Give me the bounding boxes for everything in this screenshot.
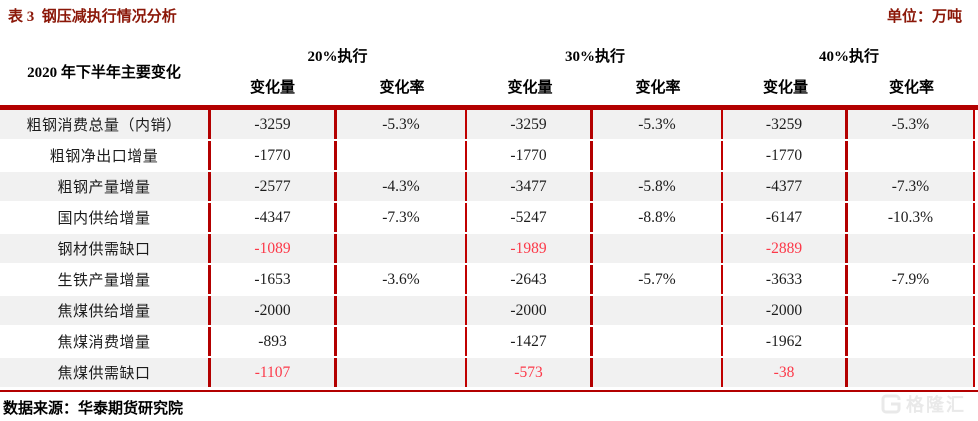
value-cell: -2000 bbox=[723, 296, 848, 325]
value-cell: -3259 bbox=[723, 110, 848, 139]
group-header-40: 40%执行 bbox=[819, 49, 880, 65]
value-cell: -3477 bbox=[467, 172, 593, 201]
value-cell: -1962 bbox=[723, 327, 848, 356]
row-label-cell: 国内供给增量 bbox=[0, 203, 208, 232]
row-label-cell: 粗钢产量增量 bbox=[0, 172, 208, 201]
group-header-30: 30%执行 bbox=[565, 49, 626, 65]
value-cell: -10.3% bbox=[848, 203, 975, 232]
table-row: 焦煤供需缺口 -1107 -573 -38 bbox=[0, 358, 975, 387]
value-cell bbox=[337, 141, 467, 170]
value-cell: -5.7% bbox=[593, 265, 723, 294]
value-cell: -5247 bbox=[467, 203, 593, 232]
value-cell: -1770 bbox=[208, 141, 337, 170]
value-cell bbox=[848, 234, 975, 263]
value-cell bbox=[848, 327, 975, 356]
value-cell: -3259 bbox=[467, 110, 593, 139]
table-row: 生铁产量增量 -1653 -3.6% -2643 -5.7% -3633 -7.9% bbox=[0, 265, 975, 294]
value-cell: -1653 bbox=[208, 265, 337, 294]
value-cell: -5.3% bbox=[848, 110, 975, 139]
data-table: 粗钢消费总量（内销） -3259 -5.3% -3259 -5.3% -3259 -5.3%… bbox=[0, 108, 975, 389]
value-cell bbox=[337, 296, 467, 325]
value-cell: -3.6% bbox=[337, 265, 467, 294]
subcol-amount-header: 变化量 bbox=[249, 80, 295, 96]
table-caption-bar: 表 3 钢压减执行情况分析 单位：万吨 bbox=[8, 5, 962, 26]
value-cell: -2000 bbox=[208, 296, 337, 325]
value-cell: -893 bbox=[208, 327, 337, 356]
table-row: 焦煤消费增量 -893 -1427 -1962 bbox=[0, 327, 975, 356]
group-header-20: 20%执行 bbox=[307, 49, 368, 65]
value-cell bbox=[337, 358, 467, 387]
value-cell: -2643 bbox=[467, 265, 593, 294]
row-label-cell: 粗钢净出口增量 bbox=[0, 141, 208, 170]
subcol-rate-header: 变化率 bbox=[379, 80, 425, 96]
table-row: 钢材供需缺口 -1089 -1989 -2889 bbox=[0, 234, 975, 263]
row-label-cell: 钢材供需缺口 bbox=[0, 234, 208, 263]
value-cell: -5.3% bbox=[593, 110, 723, 139]
subcol-amount-header: 变化量 bbox=[507, 80, 553, 96]
row-label-cell: 焦煤消费增量 bbox=[0, 327, 208, 356]
value-cell: -3633 bbox=[723, 265, 848, 294]
value-cell bbox=[848, 141, 975, 170]
value-cell: -7.3% bbox=[337, 203, 467, 232]
subcol-rate-header: 变化率 bbox=[889, 80, 935, 96]
value-cell: -5.3% bbox=[337, 110, 467, 139]
row-label-cell: 生铁产量增量 bbox=[0, 265, 208, 294]
value-cell: -1770 bbox=[723, 141, 848, 170]
value-cell: -8.8% bbox=[593, 203, 723, 232]
table-header: 2020 年下半年主要变化 20%执行 30%执行 40%执行 变化量 变化率 … bbox=[0, 40, 975, 102]
value-cell: -7.9% bbox=[848, 265, 975, 294]
value-cell: -4377 bbox=[723, 172, 848, 201]
value-cell bbox=[337, 327, 467, 356]
value-cell: -6147 bbox=[723, 203, 848, 232]
value-cell bbox=[337, 234, 467, 263]
row-label-cell: 粗钢消费总量（内销） bbox=[0, 110, 208, 139]
table-row: 焦煤供给增量 -2000 -2000 -2000 bbox=[0, 296, 975, 325]
value-cell: -5.8% bbox=[593, 172, 723, 201]
value-cell bbox=[593, 234, 723, 263]
subcol-amount-header: 变化量 bbox=[763, 80, 809, 96]
value-cell: -1107 bbox=[208, 358, 337, 387]
row-label-cell: 焦煤供需缺口 bbox=[0, 358, 208, 387]
value-cell bbox=[848, 296, 975, 325]
value-cell: -4.3% bbox=[337, 172, 467, 201]
value-cell bbox=[593, 358, 723, 387]
table-row: 国内供给增量 -4347 -7.3% -5247 -8.8% -6147 -10.3% bbox=[0, 203, 975, 232]
table-title: 表 3 钢压减执行情况分析 bbox=[8, 9, 177, 25]
value-cell: -2000 bbox=[467, 296, 593, 325]
table-bottom-rule bbox=[0, 390, 978, 392]
subcol-rate-header: 变化率 bbox=[635, 80, 681, 96]
value-cell: -38 bbox=[723, 358, 848, 387]
row-header-label: 2020 年下半年主要变化 bbox=[27, 64, 181, 81]
table-body: 粗钢消费总量（内销） -3259 -5.3% -3259 -5.3% -3259 -5.3%… bbox=[0, 110, 975, 387]
gelonghui-watermark-text: 格隆汇 bbox=[906, 395, 966, 415]
table-row: 粗钢净出口增量 -1770 -1770 -1770 bbox=[0, 141, 975, 170]
value-cell: -4347 bbox=[208, 203, 337, 232]
gelonghui-g-icon bbox=[881, 394, 901, 414]
value-cell: -7.3% bbox=[848, 172, 975, 201]
value-cell: -1989 bbox=[467, 234, 593, 263]
value-cell bbox=[848, 358, 975, 387]
value-cell: -2577 bbox=[208, 172, 337, 201]
value-cell bbox=[593, 141, 723, 170]
table-row: 粗钢产量增量 -2577 -4.3% -3477 -5.8% -4377 -7.3% bbox=[0, 172, 975, 201]
value-cell: -1427 bbox=[467, 327, 593, 356]
value-cell: -2889 bbox=[723, 234, 848, 263]
value-cell: -573 bbox=[467, 358, 593, 387]
value-cell bbox=[593, 296, 723, 325]
value-cell: -1770 bbox=[467, 141, 593, 170]
value-cell bbox=[593, 327, 723, 356]
value-cell: -3259 bbox=[208, 110, 337, 139]
value-cell: -1089 bbox=[208, 234, 337, 263]
unit-label: 单位：万吨 bbox=[886, 9, 962, 25]
header-divider-line bbox=[0, 105, 978, 110]
table-row: 粗钢消费总量（内销） -3259 -5.3% -3259 -5.3% -3259 -5.3% bbox=[0, 110, 975, 139]
row-label-cell: 焦煤供给增量 bbox=[0, 296, 208, 325]
gelonghui-watermark: 格隆汇 bbox=[880, 391, 966, 417]
source-note: 数据来源：华泰期货研究院 bbox=[3, 401, 184, 417]
